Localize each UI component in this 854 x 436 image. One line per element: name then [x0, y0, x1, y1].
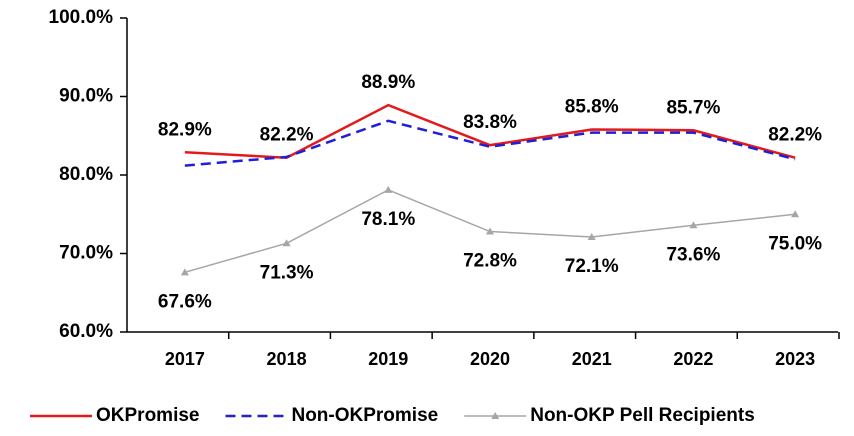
data-label: 83.8% [463, 112, 517, 133]
y-tick-label: 80.0% [59, 164, 113, 185]
data-label: 85.8% [565, 96, 619, 117]
data-label: 88.9% [361, 72, 415, 93]
data-label: 67.6% [158, 291, 212, 312]
y-tick-label: 100.0% [49, 7, 114, 28]
marker [587, 233, 596, 241]
marker [791, 210, 800, 218]
marker [180, 268, 189, 276]
data-label: 82.2% [768, 125, 822, 146]
data-label: 85.7% [666, 97, 720, 118]
data-label: 72.8% [463, 251, 517, 272]
x-tick-label: 2023 [775, 349, 815, 369]
x-tick-label: 2019 [368, 349, 408, 369]
x-tick-label: 2020 [470, 349, 510, 369]
legend-label: Non-OKP Pell Recipients [530, 405, 755, 426]
series-line [184, 119, 796, 167]
legend-marker [491, 412, 500, 419]
y-tick-label: 60.0% [59, 321, 113, 342]
marker [282, 239, 291, 247]
data-label: 75.0% [768, 233, 822, 254]
x-tick-label: 2018 [267, 349, 307, 369]
marker [486, 227, 494, 235]
marker [689, 221, 698, 229]
x-tick-label: 2021 [572, 349, 612, 369]
x-tick-label: 2017 [165, 349, 205, 369]
marker [384, 185, 393, 193]
data-label: 82.9% [158, 119, 212, 140]
data-label: 73.6% [666, 244, 720, 265]
y-tick-label: 70.0% [59, 243, 113, 264]
data-label: 78.1% [361, 209, 415, 230]
data-label: 82.2% [260, 125, 314, 146]
y-tick-label: 90.0% [59, 86, 113, 107]
legend-label: Non-OKPromise [291, 405, 438, 426]
x-tick-label: 2022 [673, 349, 713, 369]
data-label: 71.3% [260, 262, 314, 283]
data-label: 72.1% [565, 256, 619, 277]
legend-label: OKPromise [96, 405, 199, 426]
